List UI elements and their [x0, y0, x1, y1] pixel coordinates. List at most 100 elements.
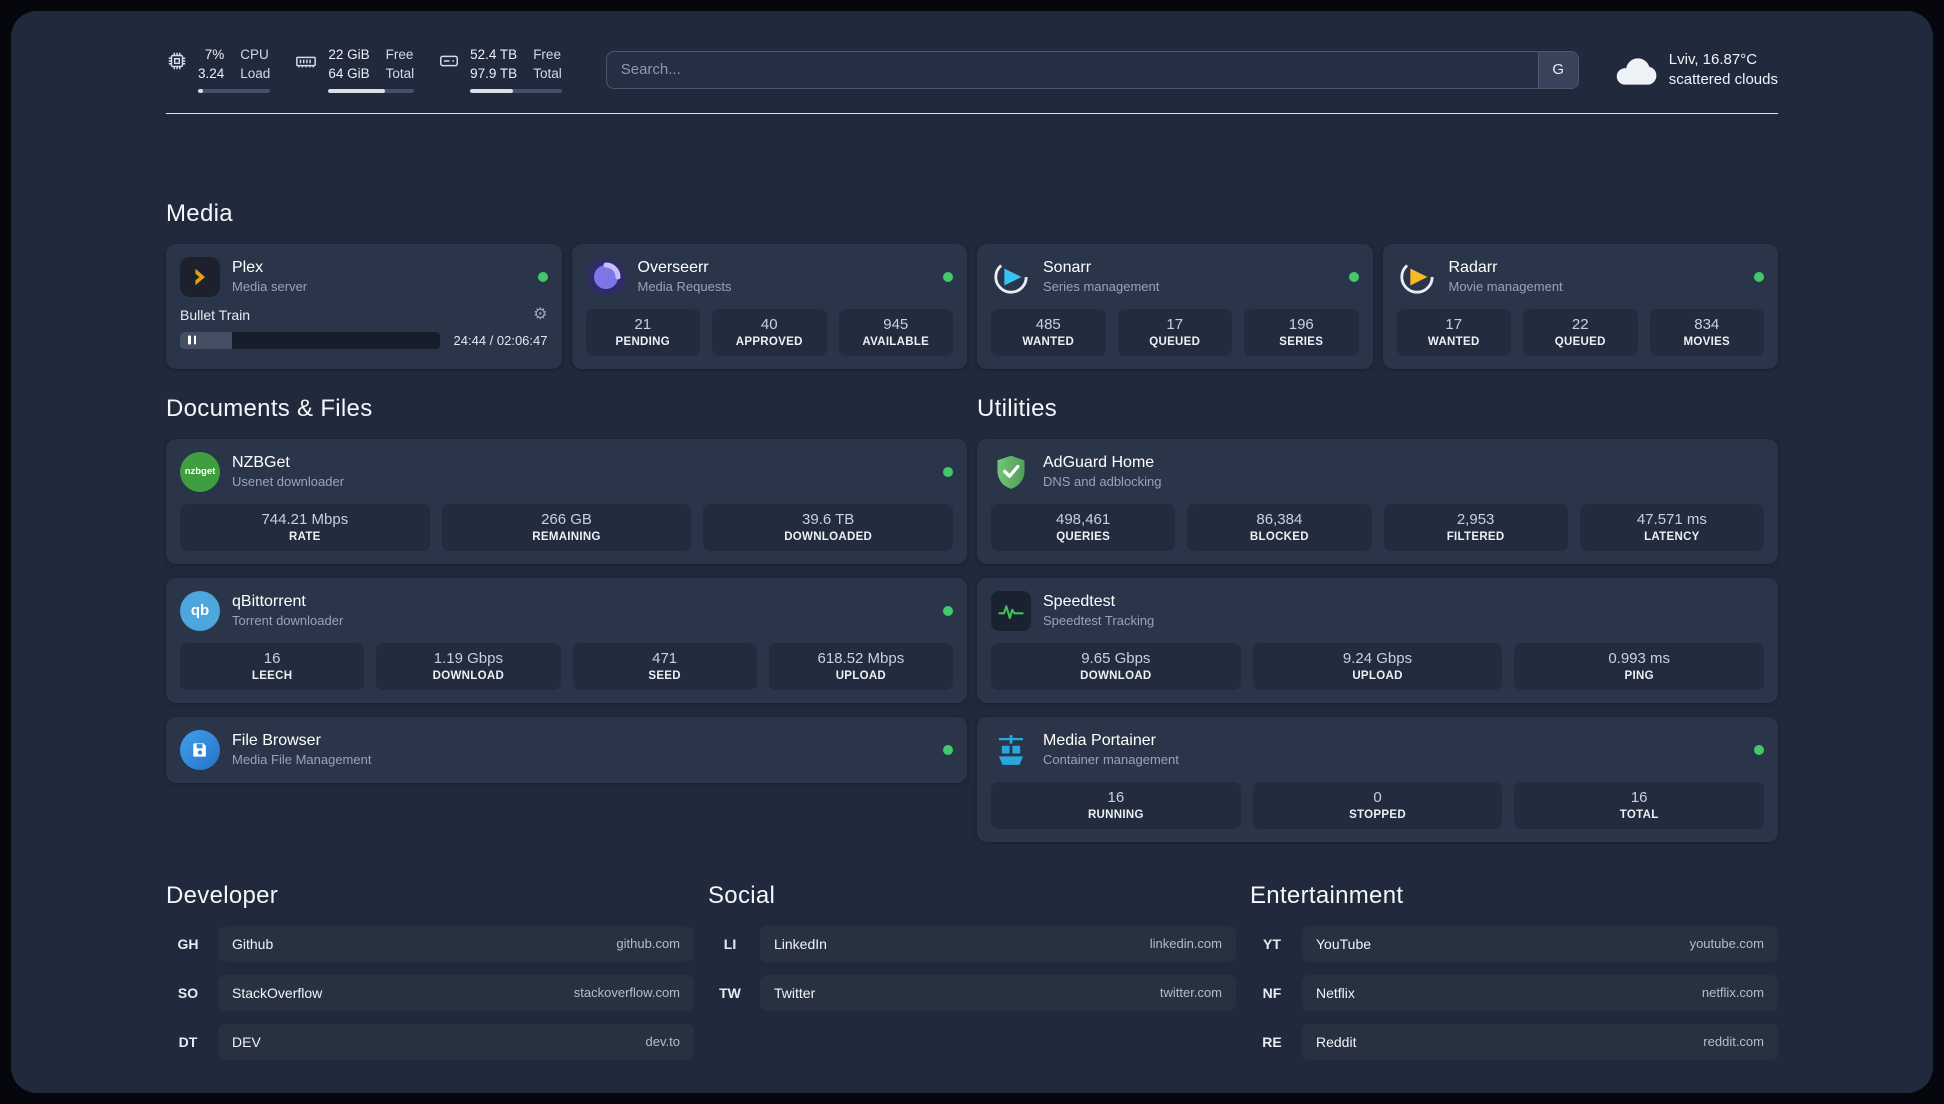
- nzbget-icon: nzbget: [180, 451, 220, 492]
- app-subtitle: Media File Management: [232, 752, 372, 768]
- ram-free-label: Free: [385, 47, 414, 62]
- app-name: Speedtest: [1043, 593, 1116, 611]
- app-subtitle: Series management: [1043, 279, 1160, 295]
- status-dot: [537, 271, 548, 282]
- bookmark-dev[interactable]: DT DEV dev.to: [166, 1023, 694, 1060]
- app-name: Media Portainer: [1043, 732, 1156, 750]
- section-title-developer: Developer: [166, 881, 279, 909]
- app-card-overseerr[interactable]: Overseerr Media Requests 21 PENDING 40 A…: [571, 243, 967, 369]
- section-entertainment: Entertainment YT YouTube youtube.com NF …: [1250, 882, 1778, 1060]
- stat-remaining: 266 GB REMAINING: [441, 503, 692, 551]
- qbittorrent-icon: qb: [180, 590, 220, 631]
- section-social: Social LI LinkedIn linkedin.com TW Twitt…: [708, 882, 1236, 1060]
- ram-free-value: 22 GiB: [328, 47, 370, 62]
- search-input[interactable]: [605, 50, 1579, 89]
- disk-icon: [438, 50, 460, 72]
- cpu-usage-label: CPU: [240, 47, 269, 62]
- stat-total: 16 TOTAL: [1514, 781, 1765, 829]
- app-subtitle: Container management: [1043, 752, 1179, 768]
- app-subtitle: Usenet downloader: [232, 474, 345, 490]
- stat-queued: 17 QUEUED: [1117, 308, 1232, 356]
- section-title-documents: Documents & Files: [166, 394, 373, 422]
- stat-wanted: 485 WANTED: [991, 308, 1106, 356]
- app-subtitle: Speedtest Tracking: [1043, 613, 1155, 629]
- stat-wanted: 17 WANTED: [1396, 308, 1511, 356]
- app-name: Overseerr: [637, 259, 709, 277]
- twitter-abbr-icon: TW: [719, 984, 741, 1001]
- reddit-abbr-icon: RE: [1262, 1033, 1282, 1050]
- cpu-widget: 7% CPU 3.24 Load: [166, 47, 271, 93]
- stat-download: 1.19 Gbps DOWNLOAD: [376, 642, 561, 690]
- ram-total-value: 64 GiB: [328, 65, 370, 81]
- bookmark-url: linkedin.com: [1149, 936, 1222, 952]
- stat-pending: 21 PENDING: [585, 308, 700, 356]
- stat-approved: 40 APPROVED: [712, 308, 827, 356]
- app-card-nzbget[interactable]: nzbget NZBGet Usenet downloader 744.21 M…: [166, 438, 967, 564]
- weather-widget: Lviv, 16.87°C scattered clouds: [1613, 50, 1778, 91]
- disk-total-label: Total: [533, 65, 562, 81]
- ram-progress-bar: [328, 88, 415, 93]
- adguard-icon: [991, 452, 1031, 492]
- status-dot: [1754, 744, 1764, 755]
- bookmark-name: Netflix: [1316, 984, 1355, 1001]
- app-card-filebrowser[interactable]: File Browser Media File Management: [166, 716, 967, 783]
- app-name: Plex: [232, 259, 264, 277]
- app-card-radarr[interactable]: Radarr Movie management 17 WANTED 22 QUE…: [1382, 243, 1778, 369]
- stat-leech: 16 LEECH: [180, 642, 365, 690]
- bookmark-reddit[interactable]: RE Reddit reddit.com: [1250, 1023, 1778, 1060]
- search-bar: G: [605, 50, 1579, 89]
- bookmark-youtube[interactable]: YT YouTube youtube.com: [1250, 925, 1778, 962]
- section-media: Media Plex Media server: [166, 200, 1778, 369]
- bookmark-name: DEV: [232, 1033, 261, 1050]
- portainer-icon: [991, 730, 1031, 770]
- overseerr-icon: [586, 257, 626, 297]
- app-card-speedtest[interactable]: Speedtest Speedtest Tracking 9.65 Gbps D…: [977, 577, 1778, 703]
- stat-latency: 47.571 ms LATENCY: [1579, 503, 1764, 551]
- stat-series: 196 SERIES: [1244, 308, 1359, 356]
- dev-abbr-icon: DT: [178, 1033, 198, 1050]
- disk-free-value: 52.4 TB: [470, 47, 518, 62]
- bookmark-name: LinkedIn: [774, 935, 827, 952]
- bookmark-name: StackOverflow: [232, 984, 323, 1001]
- playback-progress-bar[interactable]: [180, 331, 440, 349]
- bookmark-linkedin[interactable]: LI LinkedIn linkedin.com: [708, 925, 1236, 962]
- github-abbr-icon: GH: [177, 935, 199, 952]
- app-name: File Browser: [232, 732, 321, 750]
- speedtest-icon: [991, 590, 1031, 631]
- bookmark-twitter[interactable]: TW Twitter twitter.com: [708, 974, 1236, 1011]
- netflix-abbr-icon: NF: [1262, 984, 1282, 1001]
- status-dot: [943, 466, 953, 477]
- app-subtitle: Media server: [232, 279, 308, 295]
- app-card-qbittorrent[interactable]: qb qBittorrent Torrent downloader 16 LEE…: [166, 577, 967, 703]
- section-title-utilities: Utilities: [977, 394, 1058, 422]
- stat-upload: 9.24 Gbps UPLOAD: [1252, 642, 1503, 690]
- gear-icon[interactable]: ⚙: [533, 305, 548, 323]
- app-name: AdGuard Home: [1043, 454, 1155, 472]
- status-dot: [943, 605, 953, 616]
- ram-icon: [294, 50, 318, 72]
- app-card-sonarr[interactable]: Sonarr Series management 485 WANTED 17 Q…: [977, 243, 1373, 369]
- disk-widget: 52.4 TB Free 97.9 TB Total: [438, 47, 562, 93]
- bookmark-url: dev.to: [645, 1034, 680, 1050]
- cpu-progress-bar: [198, 88, 271, 93]
- app-card-adguard[interactable]: AdGuard Home DNS and adblocking 498,461 …: [977, 438, 1778, 564]
- bookmark-stackoverflow[interactable]: SO StackOverflow stackoverflow.com: [166, 974, 694, 1011]
- dashboard-page: 7% CPU 3.24 Load: [11, 11, 1933, 1093]
- bookmark-url: github.com: [616, 936, 680, 952]
- app-card-plex[interactable]: Plex Media server Bullet Train ⚙: [166, 243, 562, 369]
- section-documents: Documents & Files nzbget NZBGet Usenet d…: [166, 395, 967, 783]
- bookmark-url: twitter.com: [1159, 985, 1222, 1001]
- pause-icon[interactable]: [188, 336, 196, 345]
- disk-total-value: 97.9 TB: [470, 65, 518, 81]
- bookmark-netflix[interactable]: NF Netflix netflix.com: [1250, 974, 1778, 1011]
- stat-filtered: 2,953 FILTERED: [1383, 503, 1568, 551]
- disk-progress-fill: [470, 88, 514, 93]
- app-name: Sonarr: [1043, 259, 1092, 277]
- stat-blocked: 86,384 BLOCKED: [1187, 503, 1372, 551]
- app-card-portainer[interactable]: Media Portainer Container management 16 …: [977, 716, 1778, 842]
- search-engine-button[interactable]: G: [1537, 51, 1578, 88]
- stat-download: 9.65 Gbps DOWNLOAD: [991, 642, 1241, 690]
- bookmark-github[interactable]: GH Github github.com: [166, 925, 694, 962]
- status-dot: [1754, 271, 1764, 282]
- weather-location: Lviv, 16.87°C: [1668, 50, 1758, 68]
